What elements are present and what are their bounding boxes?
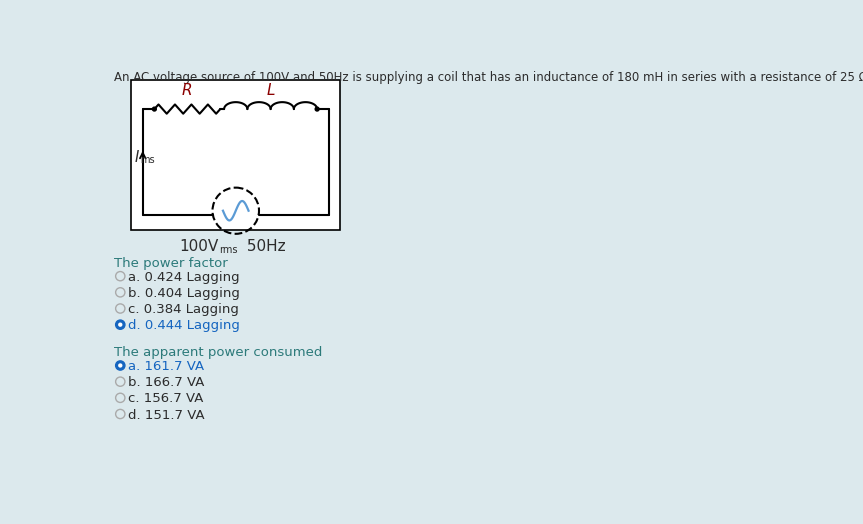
Text: rms: rms (218, 245, 237, 255)
Text: d. 151.7 VA: d. 151.7 VA (128, 409, 205, 422)
Circle shape (116, 304, 125, 313)
Text: I: I (135, 150, 139, 166)
Text: L: L (267, 83, 275, 99)
Circle shape (116, 393, 125, 402)
Text: 50Hz: 50Hz (242, 239, 286, 254)
Text: c. 156.7 VA: c. 156.7 VA (128, 392, 204, 406)
Circle shape (116, 320, 125, 329)
Text: c. 0.384 Lagging: c. 0.384 Lagging (128, 303, 239, 316)
Circle shape (116, 271, 125, 281)
Circle shape (118, 363, 123, 368)
Text: An AC voltage source of 100V and 50Hz is supplying a coil that has an inductance: An AC voltage source of 100V and 50Hz is… (114, 71, 863, 84)
Text: b. 0.404 Lagging: b. 0.404 Lagging (128, 287, 240, 300)
Text: R: R (182, 83, 192, 99)
Circle shape (116, 288, 125, 297)
Circle shape (118, 323, 123, 327)
Text: 100V: 100V (180, 239, 218, 254)
Text: b. 166.7 VA: b. 166.7 VA (128, 376, 205, 389)
Text: ms: ms (140, 155, 154, 165)
Text: a. 0.424 Lagging: a. 0.424 Lagging (128, 271, 240, 284)
Text: The apparent power consumed: The apparent power consumed (114, 346, 323, 359)
Circle shape (116, 361, 125, 370)
Text: d. 0.444 Lagging: d. 0.444 Lagging (128, 319, 240, 332)
Circle shape (116, 409, 125, 419)
Circle shape (153, 107, 156, 111)
Circle shape (315, 107, 319, 111)
Bar (131, 80, 340, 230)
Text: a. 161.7 VA: a. 161.7 VA (128, 360, 205, 373)
Circle shape (116, 377, 125, 386)
Text: The power factor: The power factor (114, 257, 228, 270)
